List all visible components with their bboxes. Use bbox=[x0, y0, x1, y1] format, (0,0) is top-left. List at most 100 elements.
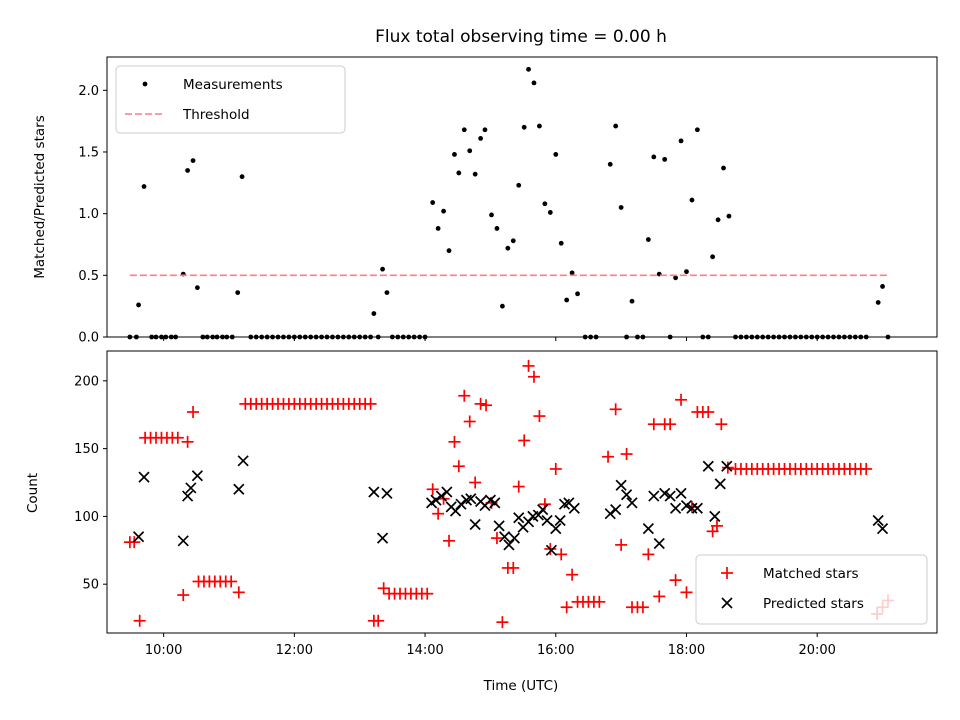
y-tick-label: 2.0 bbox=[78, 84, 99, 99]
matched-stars-point bbox=[615, 538, 628, 551]
matched-stars-point bbox=[474, 397, 487, 410]
legend-matched-stars-marker bbox=[721, 567, 733, 579]
measurements-point bbox=[384, 290, 390, 295]
matched-stars-point bbox=[566, 568, 579, 581]
measurements-point bbox=[645, 237, 651, 242]
measurements-point bbox=[446, 248, 452, 254]
legend-measurements-marker bbox=[142, 81, 148, 87]
legend-predicted-stars-label: Predicted stars bbox=[763, 596, 864, 612]
predicted-stars-point bbox=[132, 531, 145, 543]
predicted-stars-point bbox=[138, 471, 150, 483]
measurements-point bbox=[678, 138, 684, 144]
measurements-point bbox=[467, 148, 473, 154]
matched-stars-point bbox=[232, 586, 245, 599]
measurements-point bbox=[456, 170, 462, 176]
top-legend-box bbox=[115, 65, 346, 134]
measurements-point bbox=[516, 182, 522, 188]
matched-stars-point bbox=[507, 561, 520, 574]
x-tick-label: 18:00 bbox=[668, 643, 705, 658]
predicted-stars-point bbox=[680, 499, 693, 512]
measurements-point bbox=[689, 197, 695, 203]
matched-stars-point bbox=[710, 519, 723, 532]
y-tick-label: 0.5 bbox=[78, 269, 99, 284]
measurements-point bbox=[607, 161, 613, 167]
matched-stars-point bbox=[860, 462, 873, 475]
predicted-stars-point bbox=[191, 470, 204, 482]
measurements-point bbox=[380, 266, 385, 272]
predicted-stars-point bbox=[455, 498, 467, 510]
measurements-point bbox=[651, 154, 657, 160]
measurements-point bbox=[694, 127, 700, 133]
y-tick-label: 1.5 bbox=[78, 145, 99, 160]
legend-measurements-label: Measurements bbox=[183, 77, 283, 93]
x-tick-label: 12:00 bbox=[276, 643, 313, 658]
predicted-stars-point bbox=[691, 502, 703, 514]
predicted-stars-point bbox=[237, 455, 249, 467]
matched-stars-point bbox=[527, 370, 540, 383]
x-tick-label: 16:00 bbox=[537, 643, 574, 658]
predicted-stars-point bbox=[702, 460, 714, 472]
predicted-stars-point bbox=[872, 514, 884, 527]
predicted-stars-point bbox=[498, 531, 511, 543]
predicted-stars-point bbox=[554, 514, 566, 527]
matched-stars-point bbox=[490, 532, 503, 545]
measurements-point bbox=[435, 226, 441, 231]
predicted-stars-point bbox=[493, 520, 505, 532]
predicted-stars-point bbox=[876, 523, 889, 535]
measurements-point bbox=[185, 168, 191, 173]
measurements-point bbox=[499, 303, 505, 309]
measurements-point bbox=[662, 156, 668, 162]
measurements-point bbox=[564, 297, 570, 303]
measurements-point bbox=[629, 298, 635, 304]
predicted-stars-point bbox=[430, 494, 442, 506]
top-chart-title: Flux total observing time = 0.00 h bbox=[375, 27, 667, 47]
matched-stars-point bbox=[372, 614, 385, 627]
matched-stars-point bbox=[518, 434, 531, 447]
measurements-point bbox=[618, 205, 624, 210]
predicted-stars-point bbox=[177, 535, 189, 547]
matched-stars-point bbox=[458, 389, 471, 402]
measurements-point bbox=[141, 184, 147, 189]
predicted-stars-point bbox=[626, 497, 638, 509]
measurements-point bbox=[710, 254, 716, 260]
matched-stars-point bbox=[496, 616, 509, 629]
measurements-point bbox=[510, 238, 516, 244]
predicted-stars-point bbox=[615, 479, 627, 491]
measurements-point bbox=[526, 66, 531, 72]
legend-threshold-label: Threshold bbox=[182, 107, 250, 123]
matched-stars-point bbox=[432, 507, 445, 520]
measurements-point bbox=[505, 245, 511, 251]
predicted-stars-point bbox=[465, 493, 477, 505]
predicted-stars-point bbox=[185, 482, 197, 494]
matched-stars-point bbox=[225, 575, 238, 588]
predicted-stars-point bbox=[714, 478, 726, 490]
measurements-point bbox=[461, 127, 467, 133]
predicted-stars-point bbox=[721, 460, 733, 472]
matched-stars-point bbox=[653, 590, 666, 603]
matched-stars-point bbox=[448, 435, 461, 448]
x-tick-label: 14:00 bbox=[406, 643, 443, 658]
measurements-point bbox=[521, 124, 527, 130]
matched-stars-point bbox=[560, 601, 573, 614]
measurements-point bbox=[575, 291, 580, 297]
matched-stars-point bbox=[555, 548, 568, 561]
matched-stars-point bbox=[512, 480, 525, 493]
predicted-stars-point bbox=[675, 487, 687, 499]
measurements-point bbox=[553, 152, 559, 157]
matched-stars-point bbox=[463, 415, 476, 428]
measurements-point bbox=[569, 270, 575, 276]
measurements-point bbox=[235, 290, 241, 295]
matched-stars-point bbox=[609, 403, 622, 416]
matched-stars-point bbox=[715, 418, 728, 431]
matched-stars-point bbox=[177, 589, 190, 602]
matched-stars-point bbox=[522, 359, 535, 372]
measurements-point bbox=[726, 213, 732, 219]
measurements-point bbox=[875, 300, 881, 305]
matched-stars-point bbox=[187, 406, 200, 419]
measurements-point bbox=[715, 217, 721, 223]
matched-stars-point bbox=[364, 397, 377, 410]
measurements-point bbox=[489, 212, 494, 218]
matched-stars-point bbox=[480, 399, 493, 412]
measurements-point bbox=[673, 275, 678, 281]
bottom-legend: Matched stars Predicted stars bbox=[695, 554, 928, 625]
